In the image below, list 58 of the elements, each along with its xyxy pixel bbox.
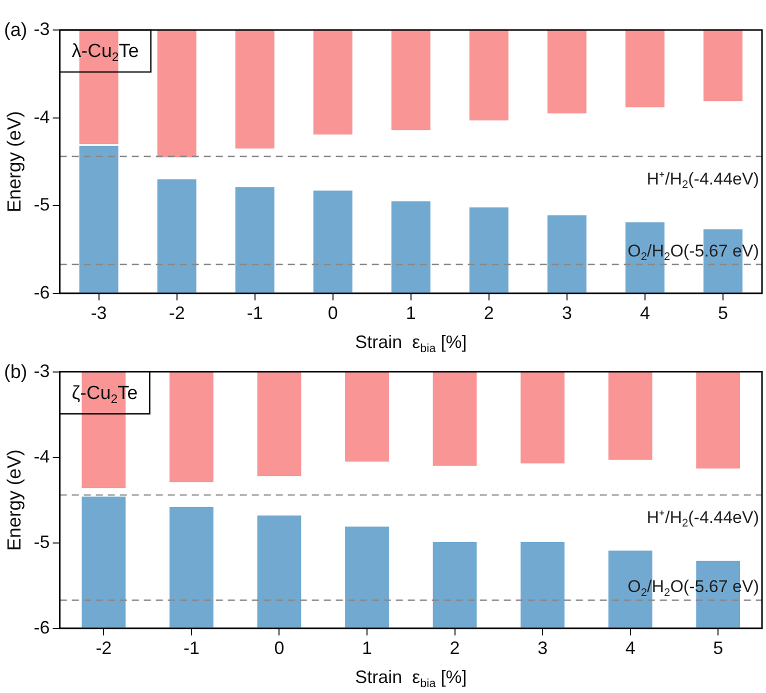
bar: [79, 146, 118, 294]
bar: [257, 372, 302, 476]
bar: [345, 526, 389, 628]
text: (b): [4, 362, 28, 383]
bar: [235, 187, 274, 294]
y-tick-label: -4: [34, 106, 50, 127]
y-tick-label: -5: [34, 194, 50, 215]
bar: [82, 496, 126, 628]
bar: [703, 30, 742, 102]
x-tick-label: 3: [562, 303, 572, 324]
x-tick-label: 0: [274, 638, 284, 658]
bar: [547, 30, 586, 114]
bar: [257, 515, 302, 628]
bar: [235, 30, 274, 149]
y-tick-label: -3: [34, 18, 50, 39]
x-tick-label: -1: [246, 303, 263, 324]
x-tick-label: -1: [183, 638, 200, 658]
bar: [313, 30, 352, 134]
bar: [157, 30, 196, 158]
bar: [170, 506, 214, 628]
bar: [625, 222, 664, 294]
bar: [469, 30, 508, 120]
y-tick-label: -4: [34, 446, 50, 466]
bar: [391, 30, 430, 130]
x-tick-label: -3: [90, 303, 107, 324]
bar: [696, 372, 740, 468]
bar: [469, 207, 508, 294]
bar: [345, 372, 389, 462]
bar: [313, 190, 352, 294]
y-tick-label: -6: [34, 617, 50, 638]
bar: [520, 372, 565, 464]
bar: [520, 542, 565, 628]
x-tick-label: 4: [625, 638, 636, 658]
bar: [547, 215, 586, 294]
x-tick-label: -2: [96, 638, 112, 658]
x-tick-label: -2: [168, 303, 185, 324]
x-tick-label: 5: [713, 638, 724, 658]
x-tick-label: 5: [718, 303, 728, 324]
y-axis-title: Energy (eV): [4, 449, 26, 551]
x-tick-label: 3: [538, 638, 548, 658]
bar: [391, 201, 430, 294]
x-tick-label: 0: [328, 303, 338, 324]
x-tick-label: 1: [362, 638, 372, 658]
text: (a): [4, 20, 28, 41]
x-tick-label: 1: [406, 303, 416, 324]
bar: [608, 372, 652, 460]
y-tick-label: -3: [34, 360, 50, 381]
bar: [625, 30, 664, 108]
bar: [170, 372, 214, 482]
x-tick-label: 4: [640, 303, 650, 324]
bar: [432, 372, 477, 466]
y-tick-label: -6: [34, 282, 50, 302]
bar: [432, 542, 477, 628]
bar: [157, 179, 196, 294]
y-axis-title: Energy (eV): [4, 111, 26, 212]
y-tick-label: -5: [34, 532, 50, 552]
x-tick-label: 2: [450, 638, 460, 658]
x-tick-label: 2: [484, 303, 494, 324]
